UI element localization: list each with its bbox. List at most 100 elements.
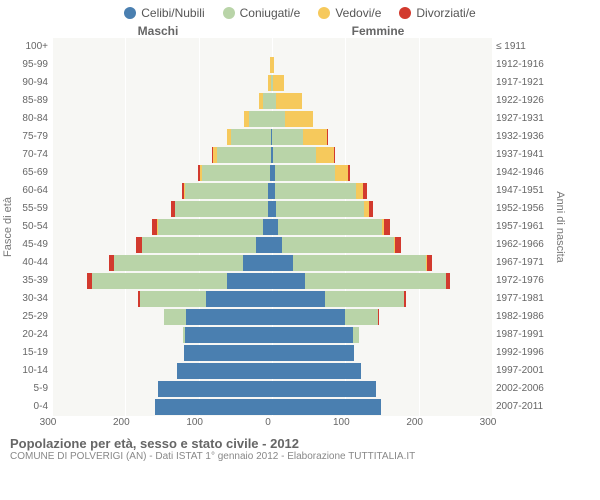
year-tick: ≤ 1911 — [496, 38, 552, 56]
footer-title: Popolazione per età, sesso e stato civil… — [10, 436, 590, 451]
bar-segment — [395, 237, 401, 253]
pyramid-row — [52, 129, 492, 145]
bar-segment — [285, 111, 313, 127]
male-bar — [212, 147, 272, 163]
pyramid-row — [52, 183, 492, 199]
bar-segment — [272, 363, 361, 379]
bar-segment — [273, 147, 316, 163]
x-tick: 200 — [113, 417, 130, 428]
female-bar — [272, 111, 313, 127]
age-tick: 5-9 — [16, 380, 48, 398]
age-tick: 10-14 — [16, 362, 48, 380]
year-tick: 2002-2006 — [496, 380, 552, 398]
header-female: Femmine — [268, 24, 488, 38]
pyramid-row — [52, 75, 492, 91]
x-tick: 200 — [406, 417, 423, 428]
legend-item: Divorziati/e — [399, 6, 475, 20]
male-bar — [177, 363, 272, 379]
bar-segment — [272, 111, 285, 127]
female-bar — [272, 327, 359, 343]
male-bar — [164, 309, 272, 325]
bar-segment — [217, 147, 271, 163]
pyramid-row — [52, 165, 492, 181]
bar-segment — [164, 309, 186, 325]
male-bar — [136, 237, 272, 253]
year-tick: 1912-1916 — [496, 56, 552, 74]
bar-segment — [293, 255, 426, 271]
x-tick: 300 — [40, 417, 57, 428]
x-tick: 100 — [333, 417, 350, 428]
legend-item: Coniugati/e — [223, 6, 301, 20]
age-tick: 30-34 — [16, 290, 48, 308]
bar-segment — [446, 273, 450, 289]
footer: Popolazione per età, sesso e stato civil… — [0, 430, 600, 462]
pyramid-row — [52, 237, 492, 253]
age-tick: 55-59 — [16, 200, 48, 218]
bar-segment — [185, 327, 272, 343]
year-tick: 1987-1991 — [496, 326, 552, 344]
bar-segment — [256, 237, 272, 253]
bar-segment — [335, 165, 347, 181]
legend-item: Vedovi/e — [318, 6, 381, 20]
bar-segment — [158, 381, 272, 397]
female-bar — [272, 237, 401, 253]
age-tick: 45-49 — [16, 236, 48, 254]
legend-label: Vedovi/e — [335, 6, 381, 20]
female-bar — [272, 75, 284, 91]
age-tick: 65-69 — [16, 164, 48, 182]
age-tick: 15-19 — [16, 344, 48, 362]
male-bar — [259, 93, 272, 109]
bar-segment — [92, 273, 227, 289]
year-tick: 1927-1931 — [496, 110, 552, 128]
bar-segment — [249, 111, 272, 127]
pyramid-row — [52, 291, 492, 307]
age-tick: 95-99 — [16, 56, 48, 74]
bar-segment — [272, 309, 345, 325]
female-bar — [272, 147, 335, 163]
bar-segment — [427, 255, 432, 271]
year-tick: 1957-1961 — [496, 218, 552, 236]
legend-swatch — [223, 7, 235, 19]
bar-segment — [142, 237, 256, 253]
male-bar — [244, 111, 272, 127]
pyramid-row — [52, 111, 492, 127]
bar-segment — [303, 129, 327, 145]
female-bar — [272, 183, 367, 199]
year-tick: 1947-1951 — [496, 182, 552, 200]
pyramid-row — [52, 381, 492, 397]
bar-segment — [275, 165, 335, 181]
bar-segment — [353, 327, 360, 343]
y-axis-label-right: Anni di nascita — [552, 38, 568, 416]
pyramid-row — [52, 363, 492, 379]
female-bar — [272, 93, 302, 109]
legend-item: Celibi/Nubili — [124, 6, 204, 20]
bar-segment — [356, 183, 363, 199]
bar-segment — [275, 183, 356, 199]
female-bar — [272, 309, 379, 325]
x-tick: 100 — [186, 417, 203, 428]
plot — [52, 38, 492, 416]
male-bar — [155, 399, 272, 415]
bar-segment — [272, 237, 282, 253]
bar-segment — [177, 363, 272, 379]
male-bar — [152, 219, 272, 235]
bar-segment — [378, 309, 379, 325]
bar-segment — [316, 147, 334, 163]
year-tick: 1967-1971 — [496, 254, 552, 272]
bar-segment — [202, 165, 269, 181]
age-tick: 80-84 — [16, 110, 48, 128]
pyramid-row — [52, 93, 492, 109]
bar-segment — [158, 219, 264, 235]
female-bar — [272, 165, 350, 181]
y-axis-label-left: Fasce di età — [0, 38, 16, 416]
bar-segment — [363, 183, 367, 199]
bar-segment — [186, 309, 272, 325]
bar-segment — [325, 291, 404, 307]
bar-segment — [140, 291, 206, 307]
bar-segment — [155, 399, 272, 415]
legend-label: Celibi/Nubili — [141, 6, 204, 20]
male-bar — [158, 381, 272, 397]
bar-segment — [327, 129, 328, 145]
year-tick: 1952-1956 — [496, 200, 552, 218]
year-tick: 1942-1946 — [496, 164, 552, 182]
